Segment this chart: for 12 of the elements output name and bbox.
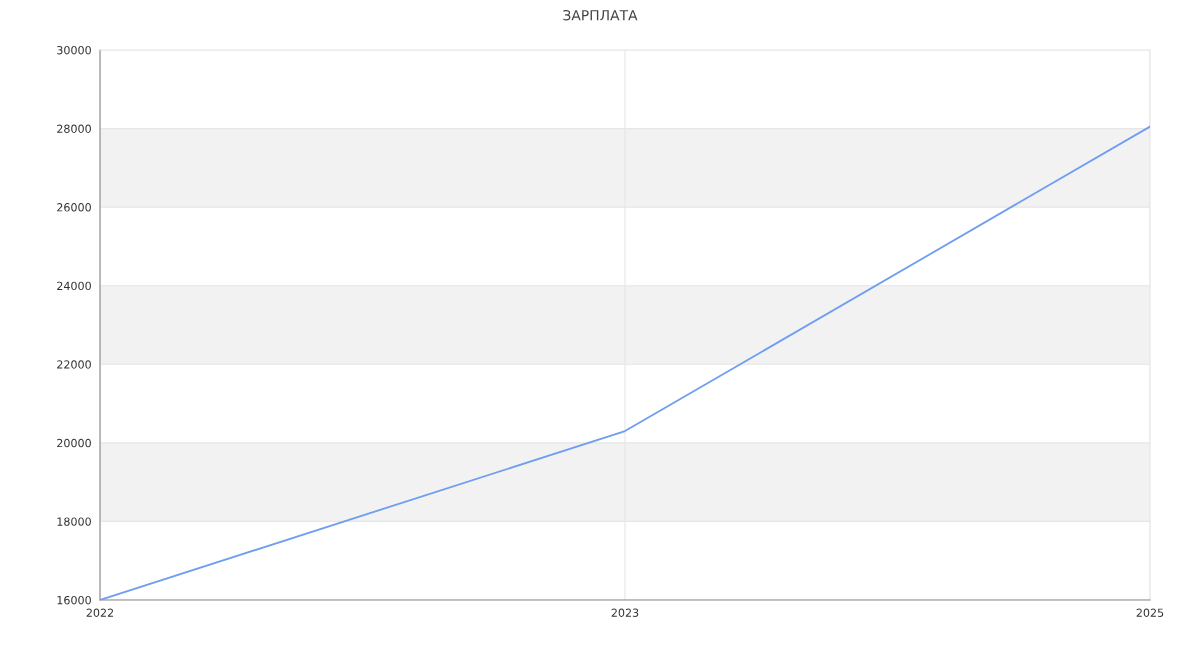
y-tick-label: 20000 [57, 438, 91, 448]
x-tick-label: 2023 [611, 608, 639, 617]
y-tick-label: 28000 [57, 124, 91, 133]
x-tick-label: 2022 [86, 608, 114, 617]
chart-title: ЗАРПЛАТА [563, 10, 638, 21]
y-tick-label: 26000 [57, 203, 91, 212]
y-tick-label: 18000 [57, 517, 91, 526]
y-tick-label: 24000 [57, 281, 91, 291]
y-tick-label: 22000 [57, 360, 91, 369]
y-tick-label: 16000 [57, 595, 91, 605]
y-tick-label: 30000 [57, 45, 91, 55]
x-tick-label: 2025 [1136, 608, 1164, 617]
